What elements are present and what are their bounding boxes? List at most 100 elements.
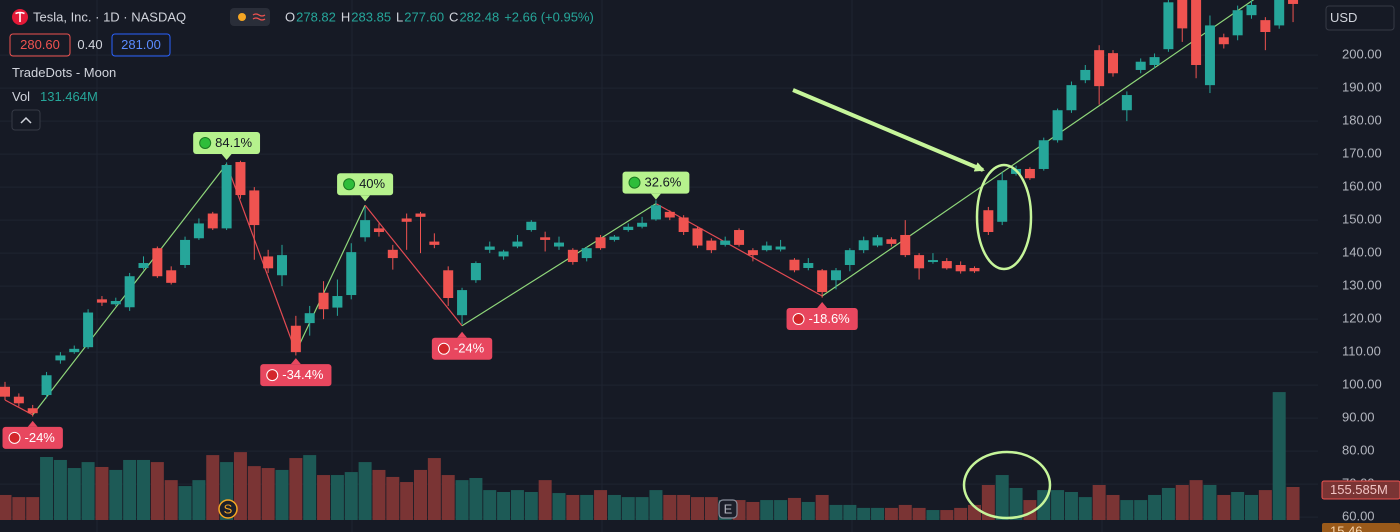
volume-bar <box>303 455 317 520</box>
candle-body <box>609 236 620 240</box>
candle-body <box>263 256 274 269</box>
label-pointer <box>650 193 661 200</box>
volume-bar <box>566 494 580 520</box>
label-pointer <box>221 154 232 161</box>
ohlc-value: 282.48 <box>459 9 499 24</box>
peak-label: 32.6% <box>622 171 690 200</box>
candle-body <box>941 261 952 269</box>
candle-body <box>457 290 468 316</box>
label-dot <box>792 313 805 326</box>
volume-bar <box>178 486 192 520</box>
volume-bar <box>621 497 635 520</box>
y-tick-label: 90.00 <box>1342 410 1375 425</box>
candle-body <box>1135 61 1146 70</box>
candle-body <box>304 313 315 324</box>
volume-bar <box>53 459 67 520</box>
volume-bar <box>247 466 261 520</box>
y-tick-label: 100.00 <box>1342 377 1382 392</box>
candle-body <box>858 240 869 251</box>
volume-bar <box>261 468 275 520</box>
volume-bar <box>469 478 483 520</box>
peak-label: 40% <box>337 173 394 202</box>
trough-label: -18.6% <box>786 302 858 331</box>
y-tick-label: 140.00 <box>1342 245 1382 260</box>
volume-title: Vol <box>12 89 30 104</box>
volume-bar <box>1078 497 1092 520</box>
volume-bar <box>386 476 400 520</box>
volume-bar <box>330 475 344 520</box>
volume-bar <box>940 510 954 520</box>
candle-body <box>373 228 384 233</box>
candle-body <box>914 255 925 269</box>
event-e[interactable]: E <box>718 499 738 519</box>
volume-bar <box>372 469 386 520</box>
highlight-ellipse <box>975 163 1033 271</box>
volume-tag: 155.585M <box>1321 480 1400 500</box>
volume-bar <box>344 472 358 520</box>
volume-bar <box>414 469 427 520</box>
volume-bar <box>123 459 137 520</box>
volume-bar <box>1051 490 1065 520</box>
volume-bar <box>981 485 995 520</box>
y-tick-label: 170.00 <box>1342 146 1382 161</box>
label-pointer <box>817 302 828 309</box>
ask-box[interactable] <box>111 33 171 57</box>
volume-bar <box>677 494 691 520</box>
volume-bar <box>995 475 1009 520</box>
candle-body <box>554 242 564 247</box>
candle-body <box>1094 50 1105 87</box>
candle-body <box>470 263 481 281</box>
candle-body <box>443 270 454 299</box>
volume-bar <box>1009 487 1023 520</box>
candle-body <box>498 251 509 257</box>
volume-bar <box>1189 480 1203 520</box>
candle-body <box>997 180 1008 222</box>
candle-body <box>1274 0 1285 26</box>
candle-body <box>886 239 897 244</box>
candle-body <box>96 299 107 303</box>
candle-body <box>540 237 551 240</box>
candle-body <box>249 190 260 226</box>
candle-body <box>1177 0 1188 29</box>
volume-bar <box>524 492 538 520</box>
label-dot <box>628 176 641 189</box>
volume-bar <box>358 462 372 520</box>
volume-bar <box>40 457 54 520</box>
candle-body <box>1260 20 1271 33</box>
candle-body <box>152 248 163 277</box>
label-dot <box>437 342 450 355</box>
volume-bar <box>192 480 206 520</box>
candle-body <box>747 250 758 256</box>
volume-bar <box>954 507 968 520</box>
candle-body <box>817 270 828 293</box>
bottom-tag-label: 15.46 <box>1330 523 1363 532</box>
volume-bar <box>1203 485 1217 520</box>
zigzag-segment <box>461 203 657 327</box>
volume-bar <box>538 480 552 520</box>
status-badge <box>230 8 270 26</box>
currency-button[interactable]: USD <box>1325 5 1395 31</box>
candle-body <box>844 250 855 266</box>
candle-body <box>1191 0 1202 66</box>
candle-body <box>927 260 938 263</box>
trough-label: -34.4% <box>260 358 332 387</box>
candle-body <box>277 255 287 276</box>
label-pointer <box>360 195 371 202</box>
highlight-ellipse <box>962 450 1052 520</box>
candle-body <box>332 296 343 308</box>
volume-bar <box>137 459 150 520</box>
volume-bar <box>275 469 289 520</box>
ohlc-value: 277.60 <box>404 9 444 24</box>
bid-box[interactable] <box>9 33 71 57</box>
candle-body <box>401 218 412 222</box>
label-box <box>431 337 493 360</box>
spread: 0.40 <box>77 37 102 52</box>
event-s[interactable]: S <box>218 499 238 519</box>
candle-body <box>1080 69 1091 81</box>
candle-body <box>221 165 232 229</box>
candle-body <box>1163 2 1174 50</box>
ohlc-key: L <box>396 9 403 24</box>
collapse-button[interactable] <box>11 109 41 131</box>
candle-body <box>692 228 703 246</box>
volume-bar <box>441 475 455 520</box>
